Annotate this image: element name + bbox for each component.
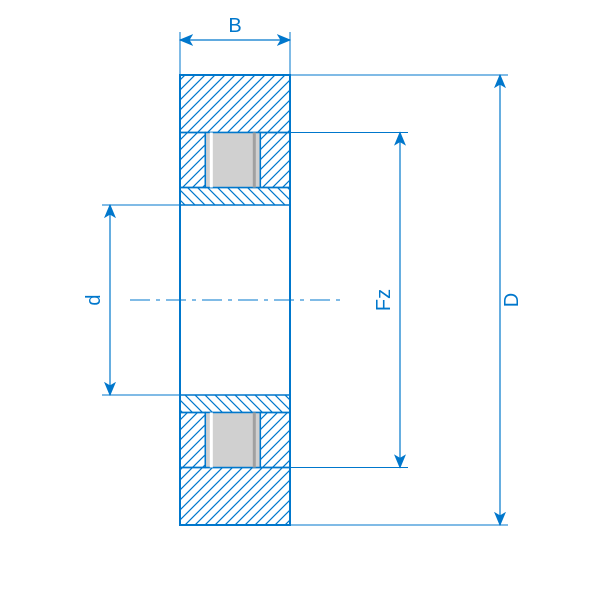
outer-ring-bot-lip-right: [260, 413, 290, 468]
outer-ring-top-lip-right: [260, 133, 290, 188]
inner-ring-top: [180, 188, 290, 206]
label-d: d: [83, 294, 105, 305]
outer-ring-bot-body: [180, 468, 290, 526]
inner-ring-bot: [180, 395, 290, 413]
outer-ring-bot-lip-left: [180, 413, 205, 468]
label-B: B: [228, 15, 241, 37]
roller-top: [205, 133, 260, 188]
label-D: D: [501, 293, 523, 307]
outer-ring-top-body: [180, 75, 290, 133]
roller-bot: [205, 413, 260, 468]
label-Fz: Fz: [373, 289, 395, 311]
bearing-cross-section: Bd Fz D: [0, 0, 600, 600]
outer-ring-top-lip-left: [180, 133, 205, 188]
